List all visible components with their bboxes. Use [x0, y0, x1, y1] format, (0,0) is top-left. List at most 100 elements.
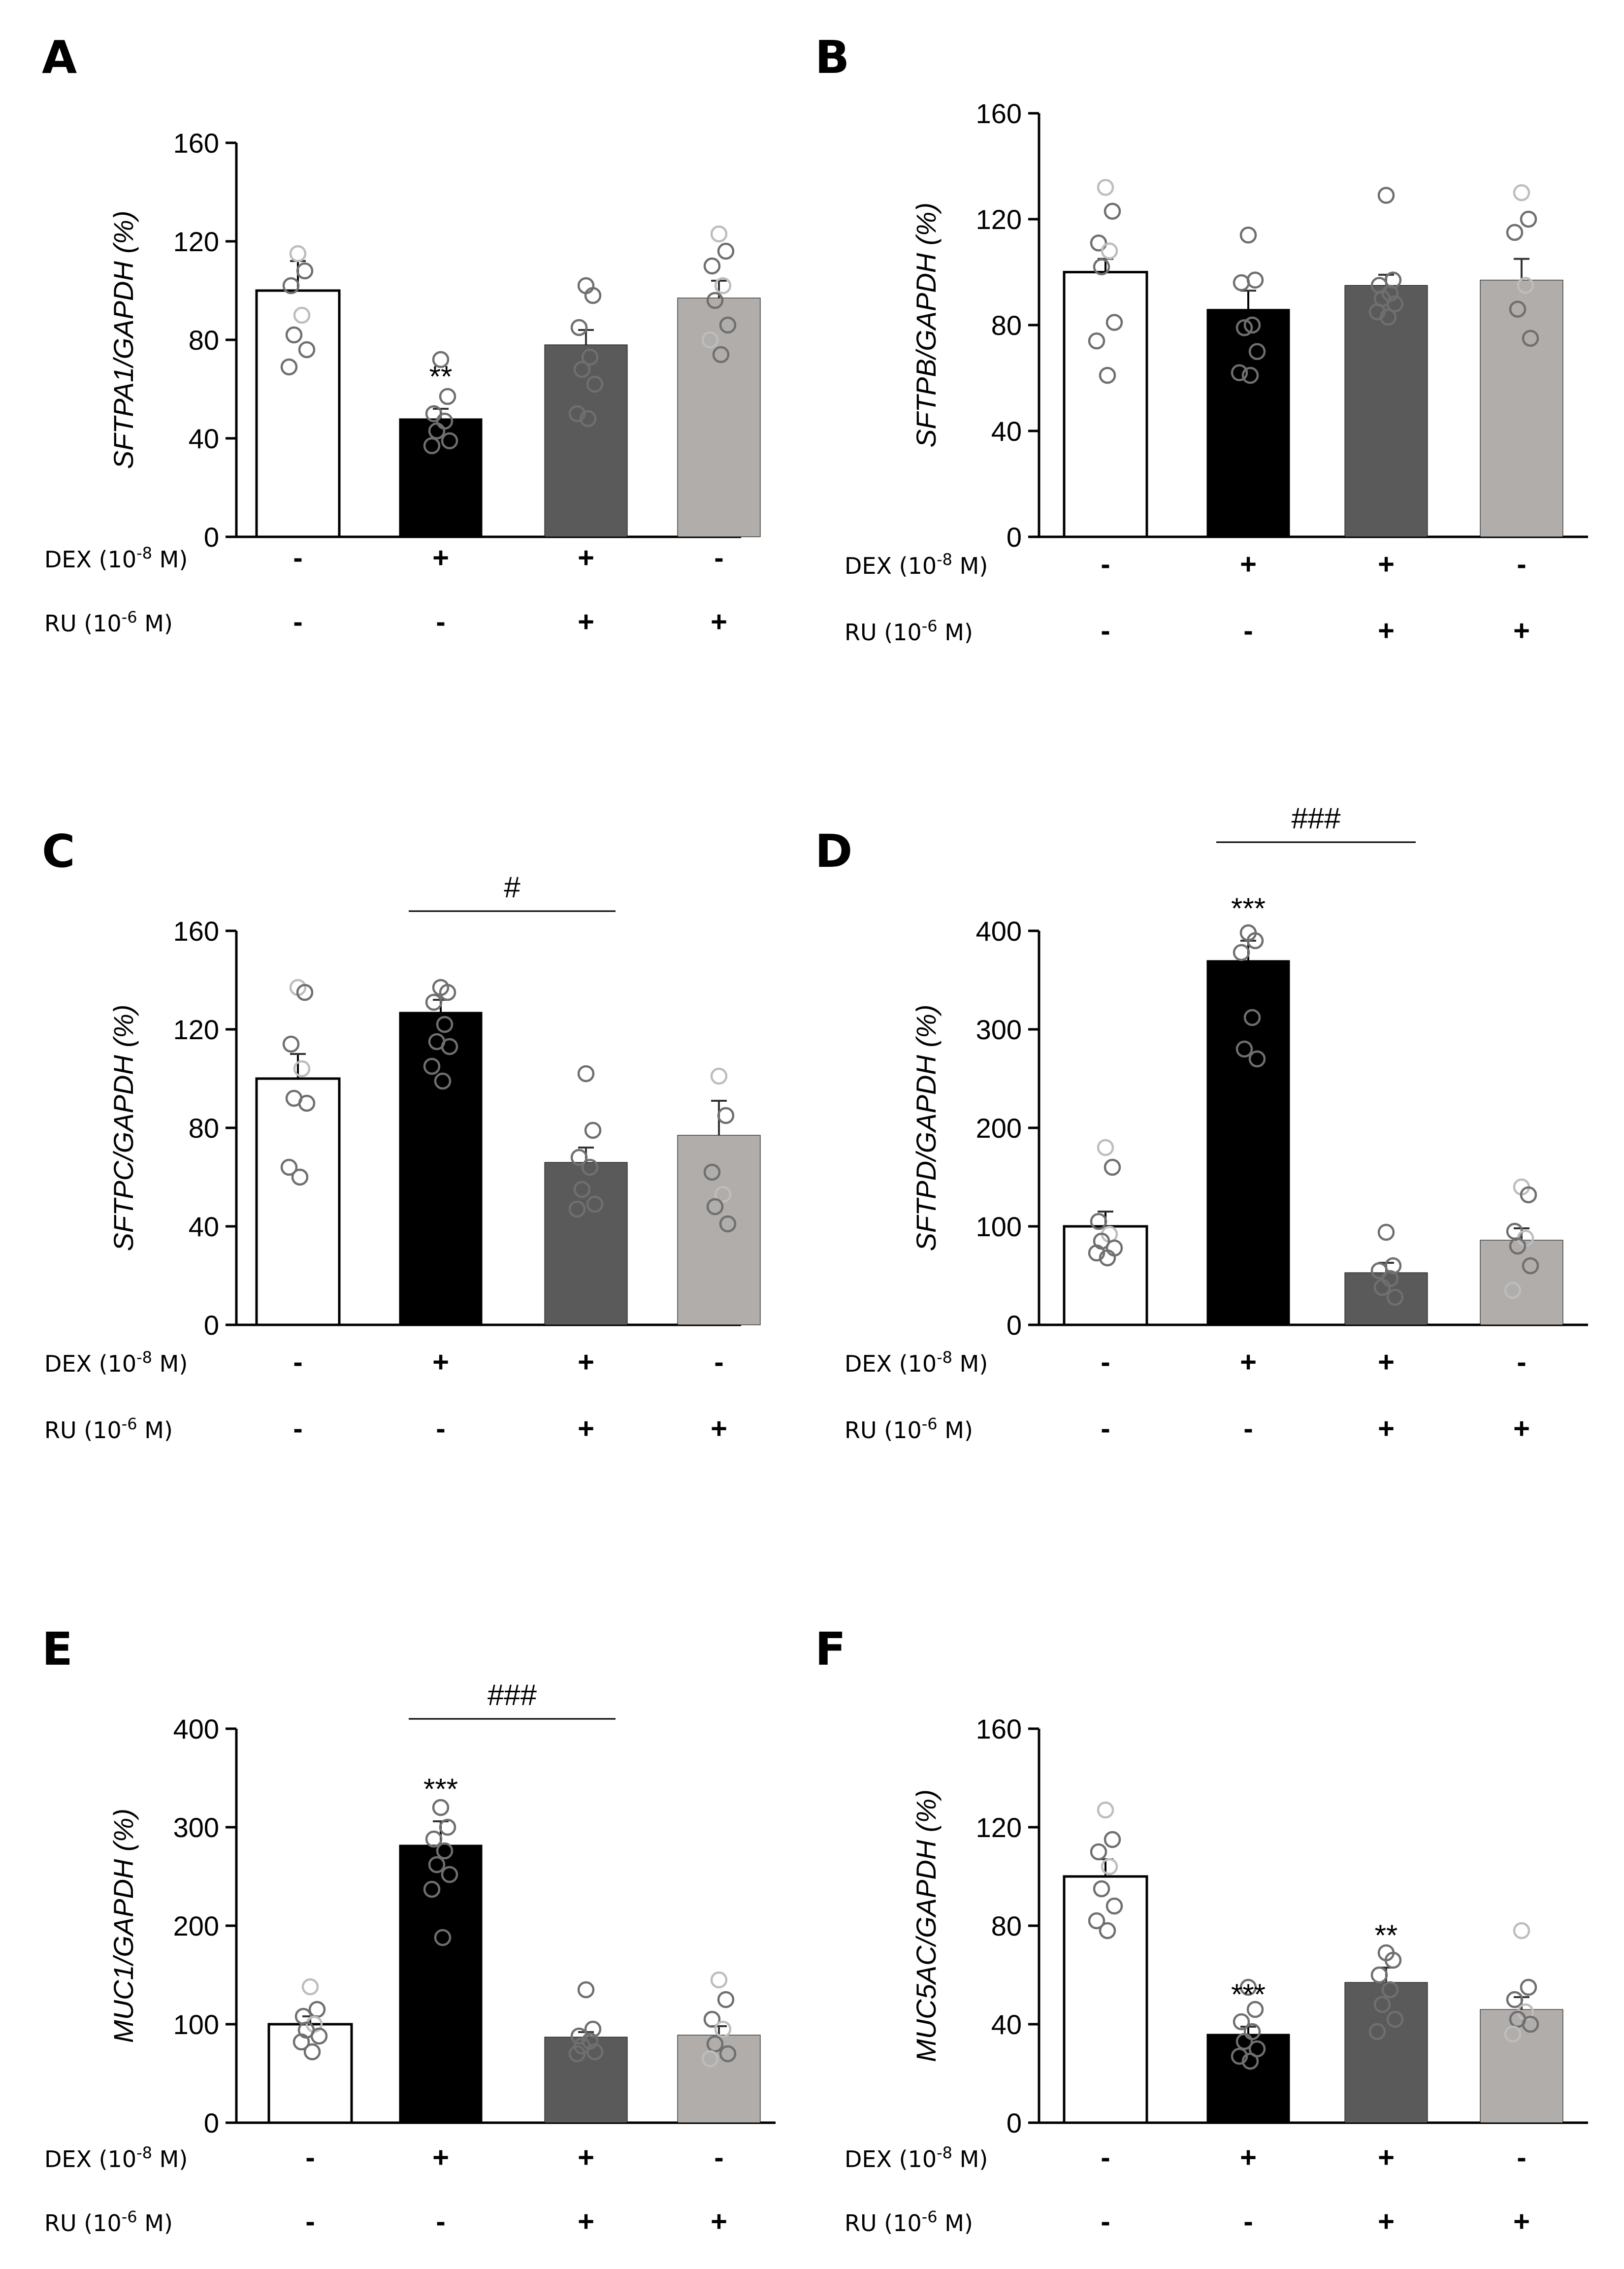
dex-sign: -: [1517, 1346, 1526, 1378]
y-tick-label: 80: [991, 1910, 1022, 1941]
bar: [677, 1135, 761, 1325]
data-point: [570, 1149, 588, 1166]
data-point: [717, 1991, 735, 2008]
data-point: [1506, 224, 1524, 241]
data-point: [1101, 1858, 1118, 1875]
data-point: [1243, 316, 1261, 334]
data-point: [428, 1856, 446, 1874]
data-point: [1246, 2001, 1264, 2018]
dex-sign: +: [1378, 548, 1395, 580]
data-point: [423, 1880, 441, 1898]
dex-sign: +: [578, 2141, 594, 2173]
bar: [1206, 960, 1290, 1325]
dex-sign: +: [1378, 1346, 1395, 1378]
dex-sign: +: [1240, 2141, 1257, 2173]
data-point: [285, 326, 303, 344]
data-point: [292, 2033, 310, 2051]
data-point: [296, 262, 314, 280]
data-point: [1520, 1978, 1537, 1996]
bar: [1063, 1875, 1148, 2124]
y-axis-label: SFTPA1/GAPDH (%): [108, 211, 139, 469]
data-point: [584, 2020, 602, 2038]
dex-sign: -: [1101, 548, 1110, 580]
data-point: [1386, 2010, 1404, 2028]
data-point: [703, 1163, 721, 1181]
data-point: [282, 277, 300, 295]
data-point: [1105, 314, 1123, 331]
data-point: [1090, 234, 1107, 252]
data-point: [1384, 1951, 1402, 1969]
ru-sign: +: [1513, 615, 1530, 647]
data-point: [1370, 1262, 1388, 1280]
data-point: [1093, 1880, 1110, 1898]
data-point: [298, 341, 316, 359]
dex-sign: -: [1517, 2141, 1526, 2173]
y-tick-label: 0: [1007, 2107, 1022, 2138]
bar: [399, 1012, 483, 1325]
bar: [1480, 2009, 1563, 2123]
dex-sign: -: [305, 2141, 315, 2173]
data-point: [1235, 319, 1253, 336]
bar: [544, 2037, 628, 2123]
dex-sign: +: [1240, 1346, 1257, 1378]
data-point: [1231, 364, 1248, 381]
bar: [1206, 309, 1290, 537]
y-tick-label: 0: [204, 2107, 219, 2138]
data-point: [586, 1195, 604, 1213]
y-tick-label: 120: [976, 204, 1022, 235]
ru-row-label: RU (10-6 M): [844, 2207, 973, 2236]
dex-row-label: DEX (10-8 M): [44, 544, 188, 573]
ru-sign: -: [1243, 2205, 1253, 2237]
data-point: [568, 1200, 586, 1218]
data-point: [432, 1799, 450, 1816]
y-axis-label: SFTPB/GAPDH (%): [910, 202, 942, 448]
data-point: [712, 346, 730, 363]
data-point: [1522, 329, 1539, 347]
y-tick-label: 160: [173, 916, 219, 947]
y-axis-label: SFTPD/GAPDH (%): [910, 1005, 942, 1251]
ru-sign: -: [293, 606, 302, 638]
data-point: [1248, 343, 1266, 360]
data-point: [1386, 1288, 1404, 1306]
data-point: [1520, 1186, 1537, 1204]
data-point: [1088, 1912, 1105, 1930]
dex-sign: +: [432, 542, 449, 574]
y-tick-label: 160: [976, 98, 1022, 129]
ru-sign: +: [1378, 615, 1395, 647]
data-point: [1513, 1922, 1530, 1940]
bracket-label: ###: [1291, 802, 1341, 835]
data-point: [1248, 1050, 1266, 1068]
data-point: [706, 292, 724, 309]
panel-b: B SFTPB/GAPDH (%) 0 40 80 120 160 DEX (10-8 M) R…: [815, 31, 1588, 647]
data-point: [581, 1158, 599, 1176]
data-point: [423, 437, 441, 455]
y-tick-label: 100: [173, 2009, 219, 2040]
data-point: [1235, 1040, 1253, 1058]
data-point: [308, 2001, 326, 2018]
dex-row-label: DEX (10-8 M): [44, 1348, 188, 1377]
panel-d: D SFTPD/GAPDH (%) 0 100 200 300 400 *** ### DEX (…: [815, 802, 1588, 1445]
data-point: [439, 1818, 456, 1836]
data-point: [436, 1842, 454, 1860]
dex-sign: -: [1101, 1346, 1110, 1378]
data-point: [706, 1198, 724, 1216]
y-tick-label: 300: [976, 1014, 1022, 1045]
y-tick-label: 0: [204, 1310, 219, 1341]
ru-sign: -: [1101, 2205, 1110, 2237]
data-point: [573, 1181, 591, 1198]
ru-sign: +: [711, 1413, 727, 1445]
ru-sign: +: [578, 1413, 594, 1445]
data-point: [425, 1830, 443, 1848]
significance-marker: **: [1375, 1919, 1398, 1952]
ru-sign: +: [711, 2205, 727, 2237]
data-point: [1099, 1922, 1116, 1940]
dex-sign: +: [1240, 548, 1257, 580]
significance-marker: ***: [1231, 892, 1266, 925]
bar: [1344, 1982, 1428, 2123]
bar: [399, 1844, 483, 2123]
data-point: [1090, 1843, 1107, 1861]
data-point: [1377, 187, 1395, 204]
y-tick-label: 160: [976, 1713, 1022, 1744]
data-point: [703, 257, 721, 275]
data-point: [577, 1065, 595, 1083]
